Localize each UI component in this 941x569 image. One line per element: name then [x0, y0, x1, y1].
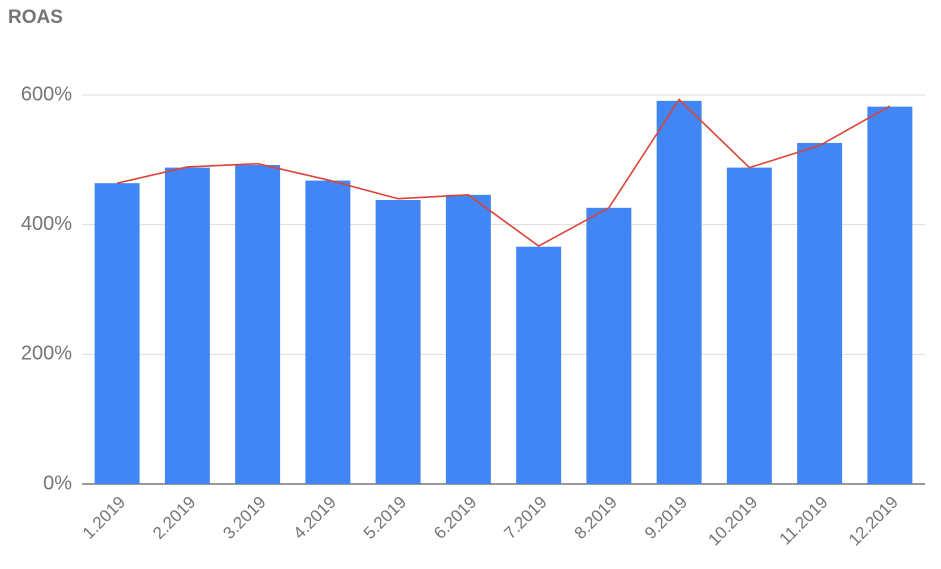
bar — [586, 207, 632, 484]
bar — [235, 165, 281, 484]
x-tick-label: 9.2019 — [641, 493, 691, 543]
bar — [305, 180, 351, 484]
y-tick-label: 600% — [21, 83, 72, 105]
y-tick-label: 0% — [43, 472, 72, 494]
x-tick-label: 10.2019 — [704, 493, 761, 550]
bar — [516, 246, 562, 484]
y-tick-label: 200% — [21, 343, 72, 365]
x-tick-label: 4.2019 — [290, 493, 340, 543]
bar — [797, 142, 843, 484]
x-tick-label: 3.2019 — [219, 493, 269, 543]
x-tick-label: 6.2019 — [430, 493, 480, 543]
x-tick-label: 7.2019 — [500, 493, 550, 543]
x-tick-label: 12.2019 — [845, 493, 902, 550]
y-tick-label: 400% — [21, 213, 72, 235]
chart-title: ROAS — [8, 7, 63, 28]
x-tick-label: 1.2019 — [79, 493, 129, 543]
bar — [94, 183, 140, 484]
trend-line — [116, 98, 891, 248]
bar — [164, 167, 210, 484]
x-tick-label: 11.2019 — [776, 493, 832, 549]
bar — [375, 200, 421, 484]
x-tick-label: 2.2019 — [149, 493, 199, 543]
bar — [445, 194, 491, 485]
x-tick-label: 8.2019 — [571, 493, 621, 543]
bar — [867, 106, 913, 485]
bar — [656, 100, 702, 485]
x-tick-label: 5.2019 — [360, 493, 410, 543]
bar — [726, 167, 772, 484]
